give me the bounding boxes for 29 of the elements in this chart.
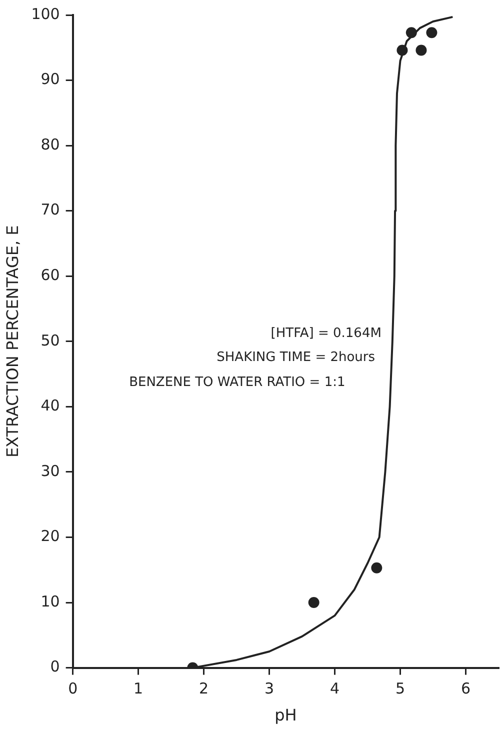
point: [426, 27, 438, 38]
x-axis-title: pH: [274, 706, 297, 725]
point: [308, 597, 320, 608]
x-tick-label: 4: [330, 680, 340, 698]
y-tick-label: 50: [40, 331, 60, 350]
point: [406, 27, 417, 38]
y-tick-label: 90: [40, 70, 60, 88]
y-tick-label: 60: [40, 266, 60, 284]
x-tick-label: 3: [264, 680, 274, 698]
y-tick-label: 70: [40, 200, 60, 219]
x-tick-label: 6: [460, 680, 471, 698]
y-tick-label: 10: [40, 592, 60, 610]
x-tick-label: 2: [199, 680, 209, 698]
y-tick-label: 100: [31, 4, 60, 23]
y-tick-label: 80: [40, 135, 60, 154]
annotation: BENZENE TO WATER RATIO = 1:1: [129, 374, 346, 390]
annotation: [HTFA] = 0.164M: [270, 326, 382, 341]
point: [371, 562, 382, 574]
annotation: SHAKING TIME = 2hours: [216, 350, 376, 366]
y-axis-title: EXTRACTION PERCENTAGE, E: [2, 225, 22, 458]
y-tick-label: 0: [50, 658, 60, 676]
point: [396, 44, 408, 56]
x-tick-label: 0: [68, 680, 78, 698]
x-tick-label: 1: [134, 680, 144, 698]
y-tick-label: 30: [40, 462, 60, 480]
y-tick-label: 40: [40, 396, 60, 415]
y-tick-label: 20: [40, 527, 60, 546]
point: [416, 44, 427, 56]
x-tick-label: 5: [395, 680, 406, 698]
